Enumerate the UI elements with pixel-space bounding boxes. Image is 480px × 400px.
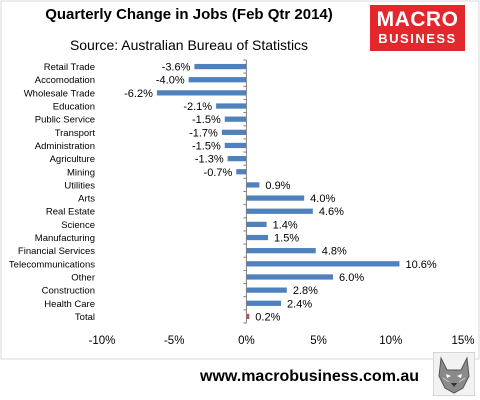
data-label: 4.8% (322, 246, 347, 258)
bar (156, 90, 247, 96)
x-tick-label: 15% (451, 335, 474, 347)
bar (188, 77, 247, 83)
bar (246, 195, 305, 201)
data-label: 1.5% (274, 233, 299, 245)
category-label: Mining (67, 167, 95, 178)
data-label: 0.9% (265, 180, 290, 192)
category-label: Education (53, 102, 95, 113)
x-tick-label: 5% (310, 335, 327, 347)
data-label: -1.5% (192, 114, 221, 126)
logo-line-business: BUSINESS (378, 31, 457, 46)
data-label: 2.8% (293, 285, 318, 297)
category-label: Utilities (64, 180, 95, 191)
data-label: -2.1% (183, 101, 212, 113)
bar (246, 287, 287, 293)
category-label: Manufacturing (35, 233, 95, 244)
x-tick-label: -5% (164, 335, 184, 347)
bar (246, 208, 313, 214)
bar (224, 116, 247, 122)
category-label: Arts (78, 194, 95, 205)
x-tick-label: 10% (379, 335, 402, 347)
category-label: Science (61, 220, 95, 231)
website-url: www.macrobusiness.com.au (200, 368, 420, 385)
category-label: Public Service (35, 115, 95, 126)
category-label: Financial Services (18, 246, 95, 257)
bar (194, 63, 247, 70)
category-label: Wholesale Trade (24, 88, 95, 99)
data-label: 6.0% (339, 272, 364, 284)
bar (216, 103, 247, 109)
data-label: 4.0% (310, 193, 335, 205)
bar (246, 274, 334, 280)
data-label: 2.4% (287, 298, 312, 310)
data-label: 10.6% (405, 259, 436, 271)
chart-subtitle: Source: Australian Bureau of Statistics (69, 37, 309, 53)
category-label: Health Care (44, 299, 95, 310)
data-label: 0.2% (255, 311, 280, 323)
x-tick-label: -10% (89, 335, 116, 347)
bar (246, 221, 267, 228)
category-label: Telecommunications (9, 259, 95, 270)
data-label: -0.7% (204, 167, 233, 179)
category-label: Retail Trade (44, 62, 95, 73)
data-label: -4.0% (156, 75, 185, 87)
bar (246, 182, 260, 188)
chart-border (0, 0, 480, 360)
category-label: Accomodation (35, 75, 95, 86)
data-label: -6.2% (124, 88, 153, 100)
bar (246, 300, 282, 306)
bar (221, 129, 247, 135)
category-label: Real Estate (46, 207, 95, 218)
bar (227, 155, 247, 162)
logo-line-macro: MACRO (376, 8, 459, 31)
x-tick-label: 0% (238, 335, 255, 347)
data-label: -1.7% (189, 127, 218, 139)
category-label: Transport (55, 128, 96, 139)
category-label: Total (75, 312, 95, 323)
category-label: Administration (35, 141, 95, 152)
bar (246, 234, 269, 241)
bar (246, 261, 400, 267)
data-label: 1.4% (273, 219, 298, 231)
category-label: Other (71, 272, 95, 283)
category-label: Agriculture (50, 154, 95, 165)
category-label: Construction (42, 286, 95, 297)
macrobusiness-logo: MACRO BUSINESS (370, 5, 465, 51)
data-label: 4.6% (319, 206, 344, 218)
data-label: -1.5% (192, 140, 221, 152)
wolf-logo-icon (433, 352, 475, 396)
bar (246, 313, 250, 320)
chart-title: Quarterly Change in Jobs (Feb Qtr 2014) (45, 6, 333, 23)
bar (224, 142, 247, 149)
bar (246, 248, 316, 254)
bar (236, 169, 247, 175)
data-label: -1.3% (195, 154, 224, 166)
data-label: -3.6% (162, 62, 191, 74)
bar-chart: Retail Trade Accomodation Wholesale Trade E… (0, 0, 480, 360)
